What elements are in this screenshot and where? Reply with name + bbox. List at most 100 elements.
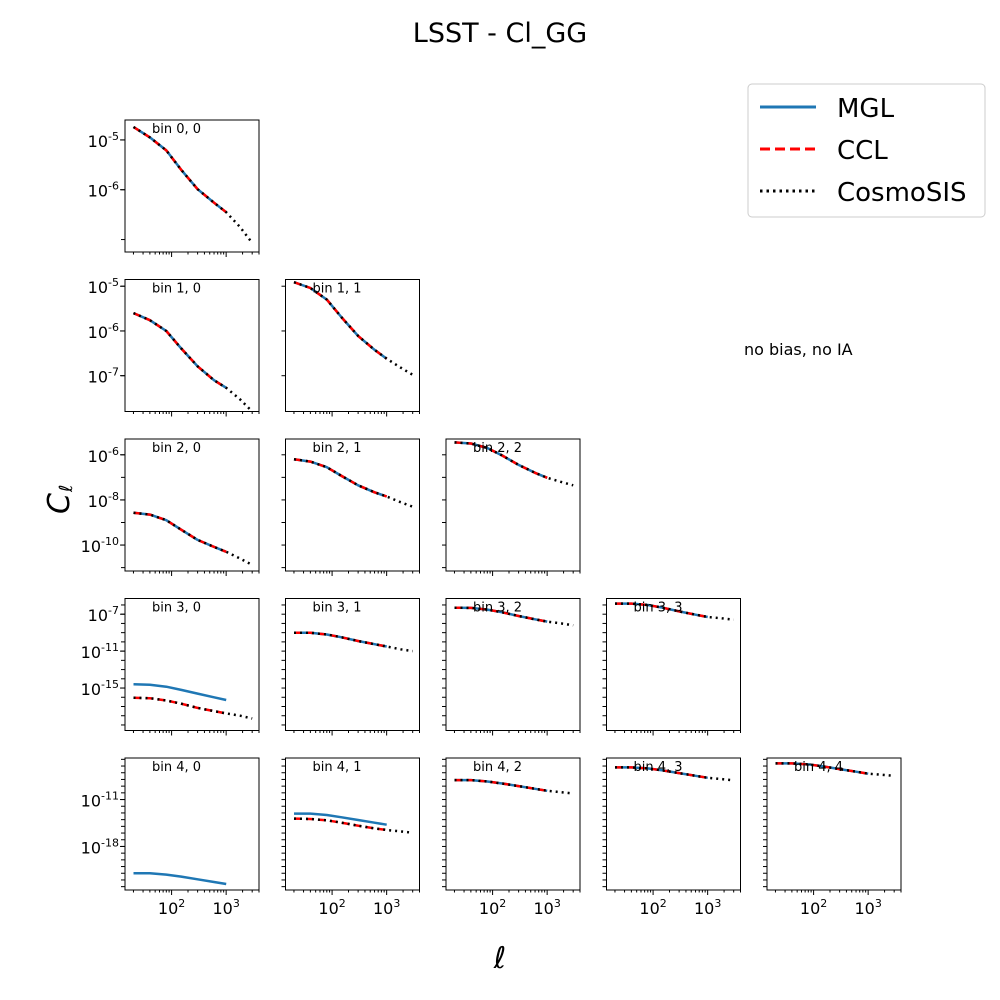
- subplot-series-group: [615, 766, 734, 782]
- series-line-ccl: [133, 696, 227, 715]
- subplot-label: bin 3, 0: [152, 601, 201, 616]
- series-line-cosmosis: [454, 606, 574, 627]
- subplot-series-group: [133, 683, 253, 720]
- y-axis-title-sub: ℓ: [56, 485, 77, 493]
- subplot-4-3: 102 103 bin 4, 3: [602, 757, 741, 918]
- x-tick-label: 102: [158, 897, 185, 918]
- subplot-label: bin 3, 2: [473, 601, 522, 616]
- legend-frame: [747, 83, 986, 218]
- y-tick-label: 10-7: [88, 604, 119, 625]
- x-tick-label: 102: [318, 897, 345, 918]
- series-line-mgl: [133, 683, 227, 702]
- subplot-2-0: 10-6 10-8 10-10 bin 2, 0: [81, 438, 260, 576]
- subplot-3-3: bin 3, 3: [602, 598, 741, 736]
- y-tick-label: 10-7: [88, 366, 119, 387]
- legend-label-cosmosis: CosmoSIS: [837, 178, 967, 208]
- subplot-series-group: [293, 281, 414, 376]
- subplot-0-0: 10-5 10-6 bin 0, 0: [88, 119, 260, 257]
- series-line-ccl: [775, 762, 869, 775]
- subplot-series-group: [775, 762, 895, 778]
- subplot-frame: [124, 119, 260, 253]
- series-line-cosmosis: [293, 817, 413, 834]
- series-line-mgl: [133, 871, 227, 886]
- subplot-3-1: bin 3, 1: [281, 598, 420, 736]
- series-line-ccl: [293, 458, 388, 498]
- series-line-cosmosis: [454, 778, 574, 795]
- subplot-frame: [124, 757, 260, 891]
- subplot-label: bin 4, 4: [794, 760, 843, 775]
- subplot-label: bin 0, 0: [152, 122, 201, 137]
- subplot-series-group: [454, 441, 574, 487]
- series-line-cosmosis: [132, 125, 254, 244]
- subplot-3-0: 10-7 10-11 10-15 bin 3, 0: [81, 598, 260, 736]
- y-tick-label: 10-6: [88, 180, 119, 201]
- x-axis-title: ℓ: [493, 941, 506, 976]
- subplot-label: bin 4, 2: [473, 760, 522, 775]
- subplot-frame: [445, 438, 581, 572]
- series-line-cosmosis: [293, 631, 413, 653]
- series-line-cosmosis: [133, 511, 253, 567]
- y-tick-label: 10-5: [88, 276, 119, 297]
- y-tick-label: 10-11: [81, 790, 119, 811]
- y-tick-label: 10-18: [81, 836, 119, 857]
- series-line-mgl: [133, 311, 227, 389]
- subplot-frame: [606, 757, 741, 891]
- subplot-label: bin 2, 2: [473, 441, 522, 456]
- subplot-label: bin 3, 1: [313, 601, 362, 616]
- series-line-cosmosis: [775, 762, 895, 778]
- legend: MGL CCL CosmoSIS: [747, 83, 986, 218]
- series-line-cosmosis: [133, 696, 253, 720]
- legend-label-mgl: MGL: [837, 94, 895, 124]
- y-tick-label: 10-6: [88, 445, 119, 466]
- subplot-series-group: [293, 631, 413, 653]
- subplot-frame: [285, 438, 420, 572]
- subplot-frame: [124, 279, 260, 412]
- y-axis-title: C ℓ: [42, 485, 77, 514]
- subplot-series-group: [454, 606, 574, 627]
- x-tick-label: 102: [800, 897, 827, 918]
- y-tick-label: 10-6: [88, 321, 119, 342]
- series-line-cosmosis: [615, 602, 734, 621]
- subplot-series-group: [293, 812, 413, 834]
- x-tick-label: 103: [212, 897, 239, 918]
- series-line-ccl: [454, 778, 548, 793]
- subplot-series-group: [293, 458, 414, 508]
- series-line-cosmosis: [133, 311, 254, 412]
- y-tick-label: 10-5: [88, 130, 119, 151]
- x-tick-label: 103: [854, 897, 881, 918]
- subplot-4-2: 102 103 bin 4, 2: [442, 757, 581, 918]
- subplot-series-group: [133, 871, 227, 886]
- subplot-frame: [766, 757, 902, 891]
- subplot-4-4: 102 103 bin 4, 4: [763, 757, 902, 918]
- series-line-mgl: [294, 812, 387, 826]
- subplot-frame: [606, 598, 741, 731]
- subplot-label: bin 4, 3: [634, 760, 683, 775]
- subplot-frame: [445, 598, 581, 731]
- y-tick-label: 10-15: [81, 678, 119, 699]
- y-tick-label: 10-10: [81, 535, 119, 556]
- subplot-series-group: [454, 778, 574, 795]
- x-tick-label: 102: [639, 897, 666, 918]
- subplot-label: bin 4, 0: [152, 760, 201, 775]
- subplot-frame: [124, 438, 260, 572]
- x-tick-label: 103: [373, 897, 400, 918]
- subplot-label: bin 1, 0: [152, 282, 201, 297]
- subplot-2-2: bin 2, 2: [442, 438, 581, 576]
- annotation-note: no bias, no IA: [744, 340, 853, 359]
- y-tick-label: 10-11: [81, 641, 119, 662]
- subplot-frame: [285, 757, 420, 891]
- subplot-4-0: 102 103 10-11 10-18 bin 4, 0: [81, 757, 260, 918]
- subplot-series-group: [133, 511, 253, 567]
- subplot-label: bin 1, 1: [313, 282, 362, 297]
- subplot-label: bin 2, 1: [313, 441, 362, 456]
- figure-title: LSST - Cl_GG: [413, 18, 587, 49]
- subplot-series-group: [615, 602, 734, 621]
- x-tick-label: 102: [479, 897, 506, 918]
- series-line-ccl: [133, 511, 227, 553]
- series-line-cosmosis: [615, 766, 734, 782]
- subplot-label: bin 2, 0: [152, 441, 201, 456]
- y-tick-label: 10-8: [88, 490, 119, 511]
- subplot-frame: [285, 598, 420, 731]
- legend-label-ccl: CCL: [837, 136, 888, 166]
